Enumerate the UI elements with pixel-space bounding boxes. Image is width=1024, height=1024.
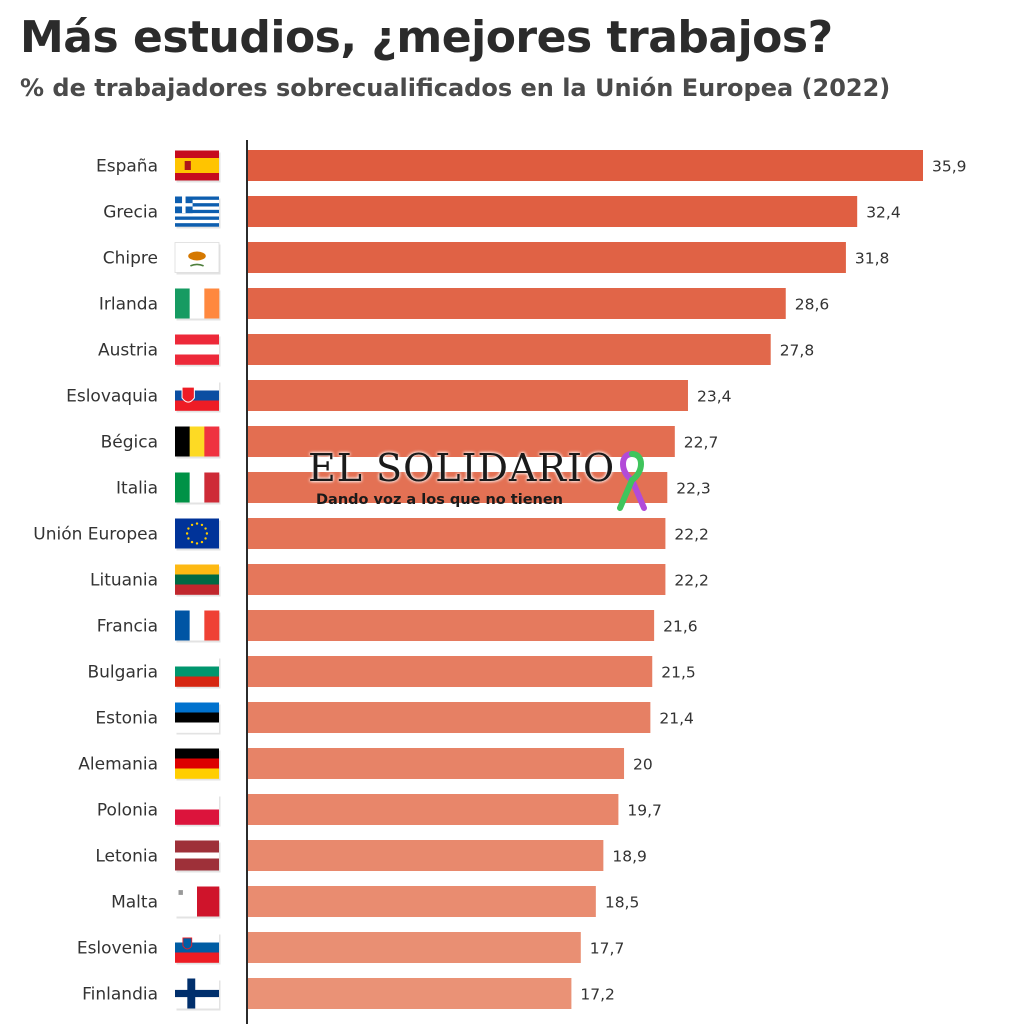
value-label: 35,9 (932, 158, 967, 176)
bar (248, 288, 786, 319)
value-label: 17,7 (590, 940, 625, 958)
value-label: 20 (633, 756, 653, 774)
watermark: EL SOLIDARIO Dando voz a los que no tien… (300, 446, 660, 518)
category-label: Chipre (103, 249, 158, 269)
value-label: 22,3 (676, 480, 711, 498)
watermark-name: EL SOLIDARIO (308, 446, 616, 490)
bar (248, 472, 668, 503)
bar (248, 426, 675, 457)
category-label: Austria (98, 341, 158, 361)
flag-cyprus-icon (174, 242, 221, 275)
flag-germany-icon (175, 748, 221, 781)
category-label: Unión Europea (33, 525, 158, 545)
flag-slovakia-icon (175, 380, 221, 413)
bar (248, 380, 688, 411)
value-label: 28,6 (795, 296, 830, 314)
flag-malta-icon (175, 886, 221, 919)
bar (248, 518, 666, 549)
bar (248, 978, 572, 1009)
flag-italy-icon (175, 472, 221, 505)
flag-column (174, 150, 221, 1011)
flag-estonia-icon (175, 702, 221, 735)
flag-finland-icon (175, 978, 221, 1011)
value-label: 21,6 (663, 618, 698, 636)
category-label: Polonia (97, 801, 158, 821)
value-label: 21,5 (661, 664, 696, 682)
value-label: 23,4 (697, 388, 732, 406)
flag-slovenia-icon (175, 932, 221, 965)
bar (248, 564, 666, 595)
category-label: Eslovenia (77, 939, 158, 959)
flag-european-union-icon (175, 518, 221, 551)
value-label: 18,9 (612, 848, 647, 866)
value-label: 22,2 (674, 526, 709, 544)
category-label: Grecia (103, 203, 158, 223)
category-label: Finlandia (82, 985, 158, 1005)
awareness-ribbon-icon (617, 451, 647, 511)
value-label: 31,8 (855, 250, 890, 268)
flag-ireland-icon (175, 288, 221, 321)
category-label: Bulgaria (88, 663, 159, 683)
category-label: España (96, 157, 158, 177)
value-label: 22,2 (674, 572, 709, 590)
category-label: Malta (111, 893, 158, 913)
category-label: Alemania (78, 755, 158, 775)
value-label: 32,4 (866, 204, 901, 222)
value-label: 22,7 (684, 434, 719, 452)
flag-spain-icon (175, 150, 221, 183)
flag-belgium-icon (175, 426, 221, 459)
category-label: Letonia (95, 847, 158, 867)
value-label: 19,7 (627, 802, 662, 820)
value-label: 27,8 (780, 342, 815, 360)
chart-subtitle: % de trabajadores sobrecualificados en l… (20, 74, 891, 102)
flag-latvia-icon (175, 840, 221, 873)
bar (248, 932, 581, 963)
flag-greece-icon (175, 196, 221, 229)
category-label: Francia (97, 617, 158, 637)
chart-title: Más estudios, ¿mejores trabajos? (20, 12, 833, 63)
flag-lithuania-icon (175, 564, 221, 597)
bar (248, 840, 604, 871)
flag-france-icon (175, 610, 221, 643)
bar (248, 794, 619, 825)
value-label: 18,5 (605, 894, 640, 912)
category-label: Irlanda (99, 295, 158, 315)
bar (248, 242, 846, 273)
flag-bulgaria-icon (175, 656, 221, 689)
category-label: Italia (116, 479, 158, 499)
bars-group (248, 150, 923, 1009)
value-label: 17,2 (580, 986, 615, 1004)
bar (248, 334, 771, 365)
bar (248, 702, 651, 733)
category-label: Eslovaquia (66, 387, 158, 407)
value-label: 21,4 (659, 710, 694, 728)
category-label: Lituania (90, 571, 158, 591)
bar (248, 886, 596, 917)
category-label: Bégica (101, 433, 158, 453)
category-label: Estonia (95, 709, 158, 729)
watermark-tagline: Dando voz a los que no tienen (316, 492, 564, 508)
bar (248, 196, 858, 227)
bar (248, 150, 923, 181)
bar (248, 748, 625, 779)
bar (248, 656, 653, 687)
flag-poland-icon (175, 794, 221, 827)
flag-austria-icon (175, 334, 221, 367)
bar (248, 610, 655, 641)
